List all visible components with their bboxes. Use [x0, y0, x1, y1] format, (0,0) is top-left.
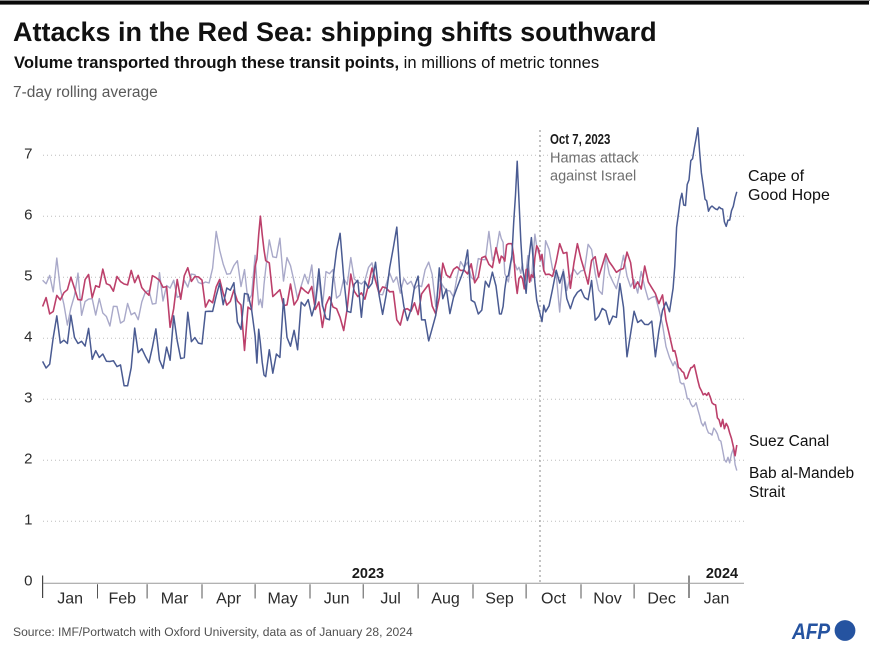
svg-text:Mar: Mar	[161, 591, 189, 608]
svg-text:2024: 2024	[706, 566, 738, 582]
svg-text:Hamas attack: Hamas attack	[550, 151, 639, 167]
svg-text:Feb: Feb	[109, 591, 137, 608]
svg-text:7: 7	[24, 146, 32, 163]
svg-text:Cape of: Cape of	[748, 168, 805, 185]
svg-text:Jan: Jan	[704, 591, 730, 608]
svg-text:Volume transported through the: Volume transported through these transit…	[14, 53, 599, 72]
svg-text:Apr: Apr	[216, 591, 242, 608]
svg-text:3: 3	[24, 390, 32, 407]
svg-text:4: 4	[24, 329, 32, 346]
svg-text:Sep: Sep	[485, 591, 514, 608]
svg-text:Suez Canal: Suez Canal	[749, 433, 829, 450]
svg-text:May: May	[267, 591, 297, 608]
svg-text:Strait: Strait	[749, 484, 786, 501]
svg-text:Dec: Dec	[647, 591, 675, 608]
svg-text:Oct: Oct	[541, 591, 566, 608]
svg-text:AFP: AFP	[791, 620, 831, 645]
svg-text:Nov: Nov	[593, 591, 621, 608]
svg-text:2: 2	[24, 451, 32, 468]
svg-text:Jun: Jun	[324, 591, 350, 608]
svg-text:Jan: Jan	[57, 591, 83, 608]
svg-text:Good Hope: Good Hope	[748, 187, 830, 204]
svg-text:6: 6	[24, 207, 32, 224]
svg-text:Source: IMF/Portwatch with Oxf: Source: IMF/Portwatch with Oxford Univer…	[13, 625, 413, 639]
svg-text:Bab al-Mandeb: Bab al-Mandeb	[749, 465, 854, 482]
svg-text:Attacks in the Red Sea: shippi: Attacks in the Red Sea: shipping shifts …	[13, 17, 657, 47]
svg-text:1: 1	[24, 512, 32, 529]
svg-text:2023: 2023	[352, 566, 384, 582]
svg-text:Oct 7, 2023: Oct 7, 2023	[550, 131, 610, 148]
svg-text:0: 0	[24, 573, 32, 590]
svg-text:Jul: Jul	[380, 591, 400, 608]
svg-text:5: 5	[24, 268, 32, 285]
svg-text:Aug: Aug	[431, 591, 459, 608]
svg-text:against Israel: against Israel	[550, 169, 636, 185]
svg-text:7-day rolling average: 7-day rolling average	[13, 84, 158, 101]
